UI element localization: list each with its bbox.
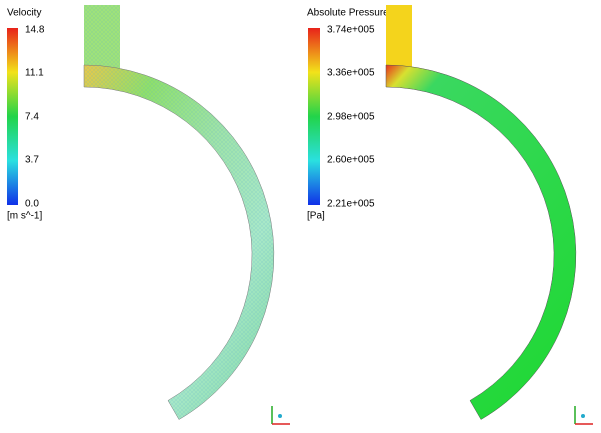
colorbar [308,28,320,205]
legend-tick: 11.1 [25,68,44,79]
legend-tick: 3.74e+005 [327,25,375,36]
visualization: Velocity 14.8 11.1 7.4 3.7 0.0 [m s^-1] … [0,0,601,433]
legend-title: Absolute Pressure [307,8,389,19]
legend-tick: 2.60e+005 [327,155,375,166]
legend-unit: [m s^-1] [7,211,42,222]
channel [84,65,274,420]
channel-mesh [84,65,274,420]
legend-unit: [Pa] [307,211,325,222]
legend-title: Velocity [7,8,41,19]
pressure-panel: Absolute Pressure 3.74e+005 3.36e+005 2.… [307,5,593,424]
legend-tick: 3.7 [25,155,39,166]
legend-tick: 3.36e+005 [327,68,375,79]
axis-triad [575,406,593,424]
legend-tick: 0.0 [25,199,39,210]
inlet [386,5,412,67]
legend-tick: 2.98e+005 [327,112,375,123]
legend-tick: 2.21e+005 [327,199,375,210]
legend-tick: 7.4 [25,112,39,123]
velocity-panel: Velocity 14.8 11.1 7.4 3.7 0.0 [m s^-1] [7,5,290,424]
axis-triad [272,406,290,424]
channel [386,65,576,420]
legend-tick: 14.8 [25,25,45,36]
colorbar [7,28,18,205]
page: Velocity 14.8 11.1 7.4 3.7 0.0 [m s^-1] … [0,0,601,433]
